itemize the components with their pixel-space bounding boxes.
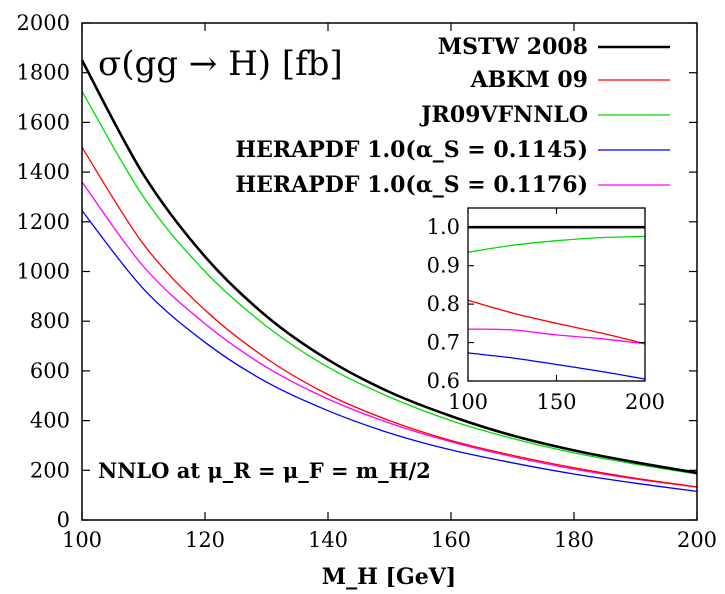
legend-label-herapdf-1-0-s-0-1176: HERAPDF 1.0(α_S = 0.1176) (235, 172, 588, 198)
series-line-herapdf-1-0-s-0-1176 (81, 181, 698, 488)
y-tick-label: 600 (30, 359, 70, 383)
y-tick-label: 1000 (17, 260, 70, 284)
inset-line-herapdf-1-0-s-0-1176 (467, 328, 646, 345)
annotation-text: NNLO at μ_R = μ_F = m_H/2 (98, 458, 431, 483)
y-tick-label: 200 (30, 458, 70, 482)
x-tick-label: 200 (677, 528, 717, 552)
inset-x-tick-label: 200 (625, 390, 665, 414)
y-tick-label: 2000 (17, 11, 70, 35)
inset-x-tick-label: 150 (536, 390, 576, 414)
chart-title: σ(gg → H) [fb] (98, 44, 343, 84)
legend-label-mstw-2008: MSTW 2008 (438, 34, 588, 60)
x-tick-label: 100 (62, 528, 102, 552)
inset-y-tick-label: 0.6 (427, 369, 460, 393)
inset-line-herapdf-1-0-s-0-1145 (467, 352, 646, 380)
inset-line-abkm-09 (467, 299, 646, 345)
x-tick-label: 140 (308, 528, 348, 552)
inset-y-tick-label: 0.9 (427, 254, 460, 278)
legend-label-jr09vfnnlo: JR09VFNNLO (419, 102, 588, 128)
inset-x-tick-label: 100 (448, 390, 488, 414)
inset-y-tick-label: 0.7 (427, 331, 460, 355)
x-tick-labels: 100 120 140 160 180 200 (62, 528, 717, 552)
legend-label-herapdf-1-0-s-0-1145: HERAPDF 1.0(α_S = 0.1145) (235, 137, 588, 163)
ratio-inset: 0.6 0.7 0.8 0.9 1.0 100 150 200 (427, 207, 665, 414)
legend: MSTW 2008 ABKM 09 JR09VFNNLO HERAPDF 1.0(α_… (235, 34, 670, 198)
x-tick-label: 180 (554, 528, 594, 552)
series-line-mstw-2008 (80, 59, 698, 475)
inset-y-tick-label: 1.0 (427, 215, 460, 239)
y-tick-label: 1400 (17, 160, 70, 184)
inset-background (468, 208, 645, 381)
x-tick-label: 120 (185, 528, 225, 552)
y-tick-label: 0 (57, 508, 70, 532)
series-line-abkm-09 (81, 146, 698, 488)
x-tick-label: 160 (431, 528, 471, 552)
y-tick-label: 400 (30, 409, 70, 433)
y-tick-label: 1800 (17, 61, 70, 85)
inset-line-jr09vfnnlo (467, 235, 646, 253)
y-tick-label: 1600 (17, 110, 70, 134)
series-line-jr09vfnnlo (81, 90, 698, 475)
x-axis-label: M_H [GeV] (322, 564, 456, 590)
plot-frame (81, 22, 698, 521)
y-tick-labels: 0 200 400 600 800 1000 1200 1400 1600 1800 2000 (17, 11, 70, 532)
y-tick-label: 800 (30, 309, 70, 333)
legend-label-abkm-09: ABKM 09 (470, 67, 588, 93)
series-line-herapdf-1-0-s-0-1145 (81, 210, 698, 493)
inset-y-tick-label: 0.8 (427, 292, 460, 316)
y-tick-label: 1200 (17, 210, 70, 234)
main-series-lines (80, 59, 698, 493)
